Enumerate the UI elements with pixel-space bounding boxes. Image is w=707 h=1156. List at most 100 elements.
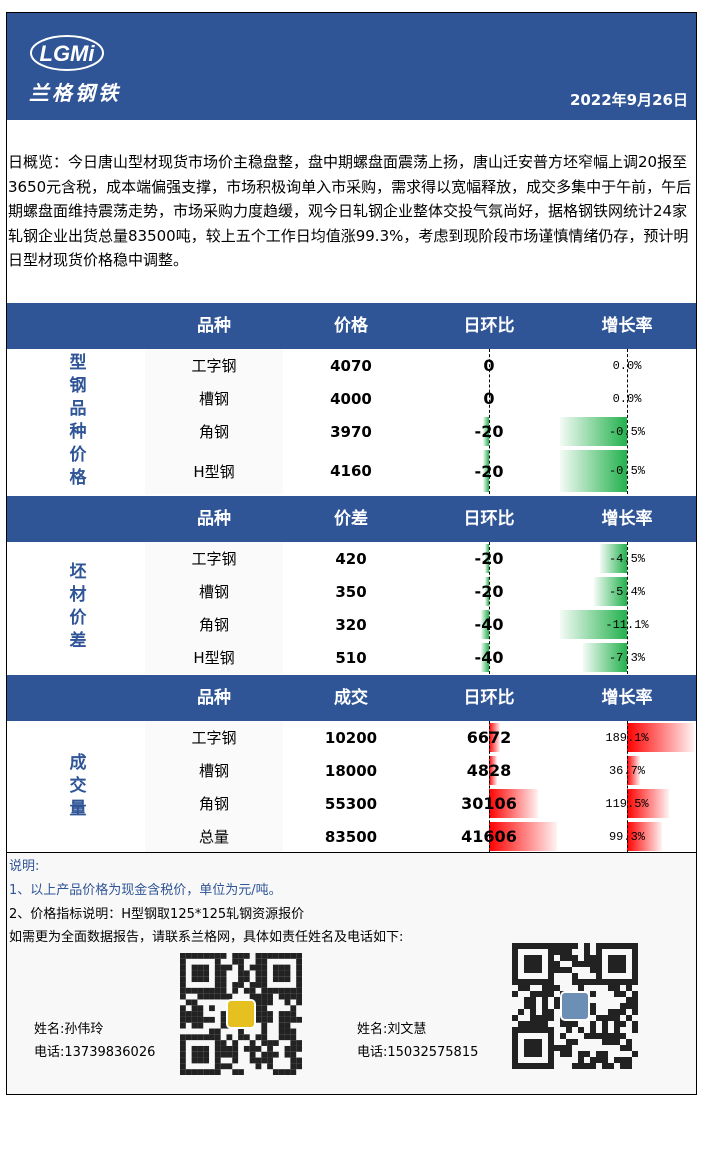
row-bg <box>145 349 283 382</box>
axis-line <box>489 542 490 674</box>
axis-line <box>627 542 628 674</box>
row-bg <box>145 415 283 448</box>
section-header <box>7 303 696 349</box>
value: 10200 <box>324 728 378 747</box>
change-bar <box>489 789 539 818</box>
note: 如需更为全面数据报告，请联系兰格网，具体如责任姓名及电话如下: <box>9 930 404 945</box>
product-name: 槽钢 <box>198 583 229 601</box>
row-bg <box>145 448 283 494</box>
value: 320 <box>335 615 367 634</box>
column-header: 日环比 <box>463 316 515 336</box>
product-name: H型钢 <box>193 649 235 667</box>
row-bg <box>145 382 283 415</box>
growth-bar <box>560 610 627 639</box>
change-bar <box>489 822 557 851</box>
growth-bar <box>560 450 627 492</box>
contact-name: 姓名:孙伟玲 <box>34 1022 104 1037</box>
section-header <box>7 496 696 542</box>
change: 0 <box>483 389 495 408</box>
product-name: 工字钢 <box>191 357 237 375</box>
value: 4070 <box>330 356 372 375</box>
column-header: 成交 <box>334 688 368 708</box>
row-bg <box>145 608 283 641</box>
column-header: 增长率 <box>601 509 653 529</box>
column-header: 增长率 <box>601 316 653 336</box>
growth: 99.3% <box>608 829 645 844</box>
brand: 兰格钢铁 <box>29 81 121 105</box>
value: 420 <box>335 549 367 568</box>
column-header: 增长率 <box>601 688 653 708</box>
growth: -0.5% <box>608 424 645 439</box>
product-name: 角钢 <box>198 616 229 634</box>
change-bar <box>485 577 489 606</box>
growth-bar <box>599 544 627 573</box>
contact-phone: 电话:13739836026 <box>34 1045 156 1060</box>
growth-bar <box>627 789 670 818</box>
growth: -5.4% <box>608 584 645 599</box>
value: 4160 <box>330 462 372 480</box>
change-bar <box>483 417 489 446</box>
value: 350 <box>335 582 367 601</box>
product-name: H型钢 <box>193 462 235 481</box>
axis-line <box>489 721 490 853</box>
column-header: 品种 <box>197 316 231 336</box>
growth-bar <box>582 643 627 672</box>
row-bg <box>145 754 283 787</box>
change-bar <box>481 643 489 672</box>
growth: 36.7% <box>608 763 645 778</box>
product-name: 工字钢 <box>191 729 237 747</box>
axis-line <box>627 349 628 494</box>
change-bar <box>481 610 489 639</box>
row-bg <box>145 641 283 674</box>
column-header: 品种 <box>197 688 231 708</box>
row-bg <box>145 820 283 853</box>
row-bg <box>145 575 283 608</box>
growth-bar <box>594 577 627 606</box>
growth-bar <box>627 723 694 752</box>
row-bg <box>145 542 283 575</box>
change: 41606 <box>461 827 517 846</box>
product-name: 角钢 <box>198 423 229 441</box>
section-header <box>7 675 696 721</box>
growth: -0.5% <box>608 464 645 478</box>
row-bg <box>145 787 283 820</box>
change-bar <box>489 723 500 752</box>
summary: 日概览：今日唐山型材现货市场价主稳盘整，盘中期螺盘面震荡上扬，唐山迁安普方坯窄幅… <box>8 153 692 269</box>
column-header: 日环比 <box>463 688 515 708</box>
note: 2、价格指标说明：H型钢取125*125轧钢资源报价 <box>9 907 305 922</box>
product-name: 槽钢 <box>198 390 229 408</box>
qr-code <box>180 953 302 1075</box>
product-name: 角钢 <box>198 795 229 813</box>
column-header: 品种 <box>197 509 231 529</box>
value: 55300 <box>324 794 378 813</box>
axis-line <box>627 721 628 853</box>
change: 0 <box>483 356 495 375</box>
growth-bar <box>627 822 663 851</box>
notes: 说明: 1、以上产品价格为现金含税价，单位为元/吨。 2、价格指标说明：H型钢取… <box>7 852 696 1094</box>
growth: -7.3% <box>608 650 645 665</box>
change-bar <box>483 450 489 492</box>
change-bar <box>485 544 489 573</box>
logo: LGMi <box>30 35 104 71</box>
contact-phone: 电话:15032575815 <box>357 1045 479 1060</box>
value: 510 <box>335 648 367 667</box>
qr-code <box>512 943 638 1069</box>
column-header: 价差 <box>334 509 368 529</box>
axis-line <box>489 349 490 494</box>
frame <box>6 12 697 1095</box>
logo-text: LGMi <box>40 41 96 66</box>
contact-name: 姓名:刘文慧 <box>357 1022 427 1037</box>
value: 83500 <box>324 827 378 846</box>
section-label: 型钢品种价格 <box>65 352 86 491</box>
change: 30106 <box>461 794 517 813</box>
growth: -4.5% <box>608 551 645 566</box>
column-header: 价格 <box>334 316 368 336</box>
growth-bar <box>627 756 640 785</box>
change-bar <box>489 756 497 785</box>
value: 3970 <box>330 422 372 441</box>
section-label: 坯材价差 <box>65 562 86 654</box>
growth-bar <box>560 417 627 446</box>
header: LGMi 兰格钢铁 2022年9月26日 <box>7 13 696 120</box>
product-name: 总量 <box>198 828 229 846</box>
